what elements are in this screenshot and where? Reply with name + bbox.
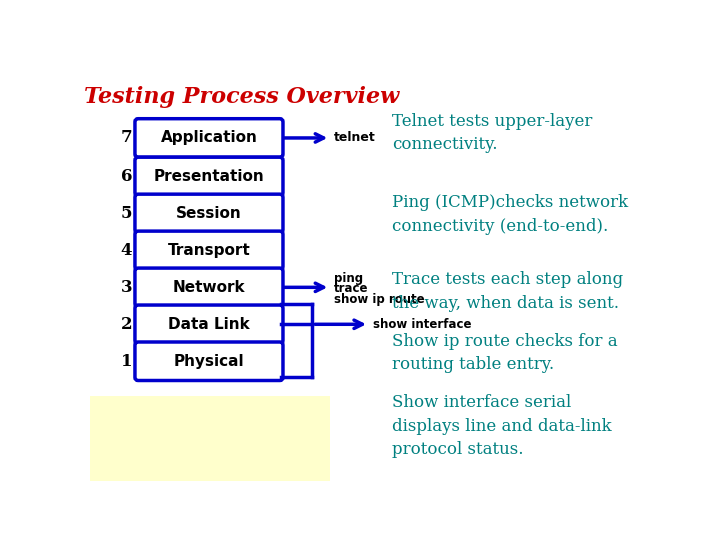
FancyBboxPatch shape — [135, 305, 283, 343]
FancyBboxPatch shape — [90, 396, 330, 481]
Text: Physical: Physical — [174, 354, 244, 369]
Text: trace: trace — [334, 282, 369, 295]
FancyBboxPatch shape — [135, 342, 283, 381]
Text: 7: 7 — [121, 130, 132, 146]
Text: telnet: telnet — [334, 131, 376, 145]
Text: Testing Process Overview: Testing Process Overview — [84, 86, 399, 109]
Text: 4: 4 — [121, 242, 132, 259]
Text: 5: 5 — [121, 205, 132, 222]
Text: Trace tests each step along
the way, when data is sent.: Trace tests each step along the way, whe… — [392, 271, 624, 312]
Text: 3: 3 — [121, 279, 132, 296]
FancyBboxPatch shape — [135, 231, 283, 269]
Text: ping: ping — [334, 272, 364, 285]
Text: 1: 1 — [121, 353, 132, 370]
FancyBboxPatch shape — [135, 157, 283, 195]
Text: 6: 6 — [121, 168, 132, 185]
FancyBboxPatch shape — [135, 268, 283, 307]
Text: 2: 2 — [121, 316, 132, 333]
Text: Data Link: Data Link — [168, 317, 250, 332]
FancyBboxPatch shape — [135, 119, 283, 157]
Text: Network: Network — [173, 280, 246, 295]
Text: Transport: Transport — [168, 243, 251, 258]
Text: Session: Session — [176, 206, 242, 221]
Text: Show ip route checks for a
routing table entry.: Show ip route checks for a routing table… — [392, 333, 618, 373]
Text: show ip route: show ip route — [334, 293, 425, 306]
Text: Ping (ICMP)checks network
connectivity (end-to-end).: Ping (ICMP)checks network connectivity (… — [392, 194, 629, 235]
Text: Show interface serial
displays line and data-link
protocol status.: Show interface serial displays line and … — [392, 394, 612, 458]
Text: Application: Application — [161, 131, 258, 145]
Text: Presentation: Presentation — [153, 169, 264, 184]
Text: show interface: show interface — [373, 318, 472, 331]
FancyBboxPatch shape — [135, 194, 283, 233]
Text: Telnet tests upper-layer
connectivity.: Telnet tests upper-layer connectivity. — [392, 112, 593, 153]
